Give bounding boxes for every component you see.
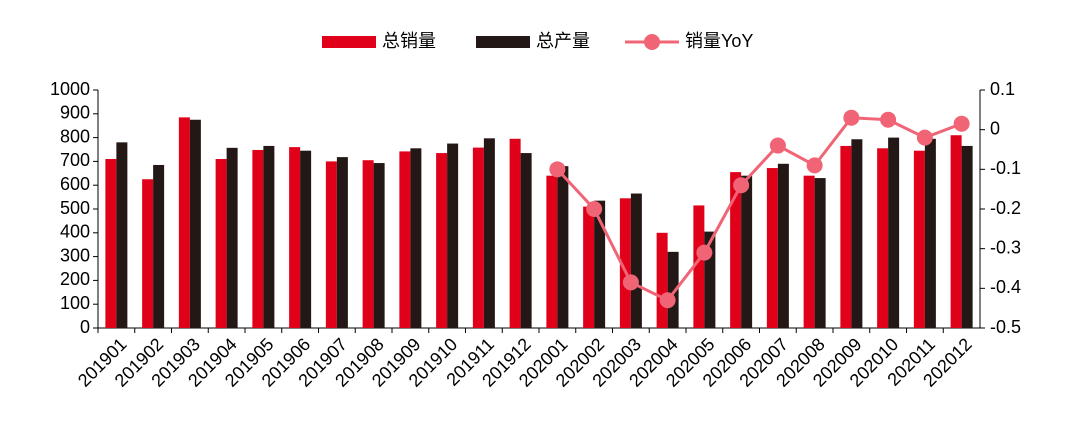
bar — [263, 145, 275, 328]
line-point — [622, 274, 639, 291]
bar — [877, 148, 889, 328]
y2-tick-label: 0 — [990, 118, 1000, 138]
legend-label: 总产量 — [536, 31, 590, 51]
bar — [741, 175, 753, 328]
bar — [704, 231, 716, 328]
y-tick-label: 200 — [60, 269, 90, 289]
bar — [594, 200, 606, 328]
legend-label: 销量YoY — [685, 31, 753, 51]
legend-swatch — [476, 36, 530, 48]
bar — [766, 168, 778, 328]
bar — [447, 143, 459, 328]
bar — [410, 148, 422, 328]
bar — [373, 163, 385, 328]
bar — [777, 163, 789, 328]
y-tick-label: 100 — [60, 293, 90, 313]
y2-tick-label: 0.1 — [990, 79, 1015, 99]
line-point — [659, 292, 676, 309]
y2-tick-label: -0.1 — [990, 158, 1021, 178]
line-point — [916, 129, 933, 146]
legend-swatch — [644, 34, 660, 50]
bar — [730, 172, 742, 328]
bar — [226, 147, 238, 328]
line — [556, 116, 963, 303]
bar — [289, 147, 301, 328]
bar — [913, 150, 925, 328]
line-point — [806, 157, 823, 174]
line-point — [549, 161, 566, 178]
bar — [300, 150, 312, 328]
bar — [509, 138, 521, 328]
bar — [189, 119, 201, 328]
y-tick-label: 600 — [60, 174, 90, 194]
bar — [252, 149, 264, 328]
bar — [656, 232, 668, 328]
bar — [472, 147, 484, 328]
bar — [399, 151, 411, 328]
bar — [693, 205, 705, 328]
bar — [325, 161, 337, 328]
bar — [436, 153, 448, 328]
line-point — [769, 137, 786, 154]
bar — [851, 139, 863, 328]
bar — [142, 179, 154, 328]
bar — [153, 164, 165, 328]
bar — [520, 153, 532, 328]
bar — [105, 159, 117, 328]
bar — [619, 198, 631, 328]
bar — [116, 142, 128, 328]
y-tick-label: 0 — [80, 317, 90, 337]
y2-tick-label: -0.3 — [990, 237, 1021, 257]
line-point — [953, 115, 970, 132]
bar — [215, 159, 227, 328]
bar — [483, 138, 495, 328]
bar — [814, 178, 826, 328]
y-tick-label: 1000 — [50, 79, 90, 99]
bar — [888, 137, 900, 328]
legend-swatch — [322, 36, 376, 48]
bar — [630, 193, 642, 328]
bar — [336, 157, 348, 328]
y-tick-label: 800 — [60, 126, 90, 146]
line-point — [733, 177, 750, 194]
y-tick-label: 900 — [60, 103, 90, 123]
bar — [950, 135, 962, 328]
line-point — [696, 244, 713, 261]
y2-tick-label: -0.5 — [990, 317, 1021, 337]
y-tick-label: 400 — [60, 222, 90, 242]
legend-label: 总销量 — [382, 31, 436, 51]
y2-tick-label: -0.4 — [990, 277, 1021, 297]
bar — [961, 145, 973, 328]
y-tick-label: 500 — [60, 198, 90, 218]
bar — [546, 175, 558, 328]
line-point — [843, 109, 860, 126]
y-tick-label: 700 — [60, 150, 90, 170]
line-point — [586, 201, 603, 217]
bar — [667, 251, 679, 328]
bar — [924, 138, 936, 328]
bar — [583, 206, 595, 328]
bar — [557, 166, 569, 328]
bar — [803, 175, 815, 328]
line-point — [880, 111, 897, 128]
y2-tick-label: -0.2 — [990, 198, 1021, 218]
bar — [362, 160, 374, 328]
y-tick-label: 300 — [60, 245, 90, 265]
bar — [840, 145, 852, 328]
bar — [178, 117, 190, 329]
